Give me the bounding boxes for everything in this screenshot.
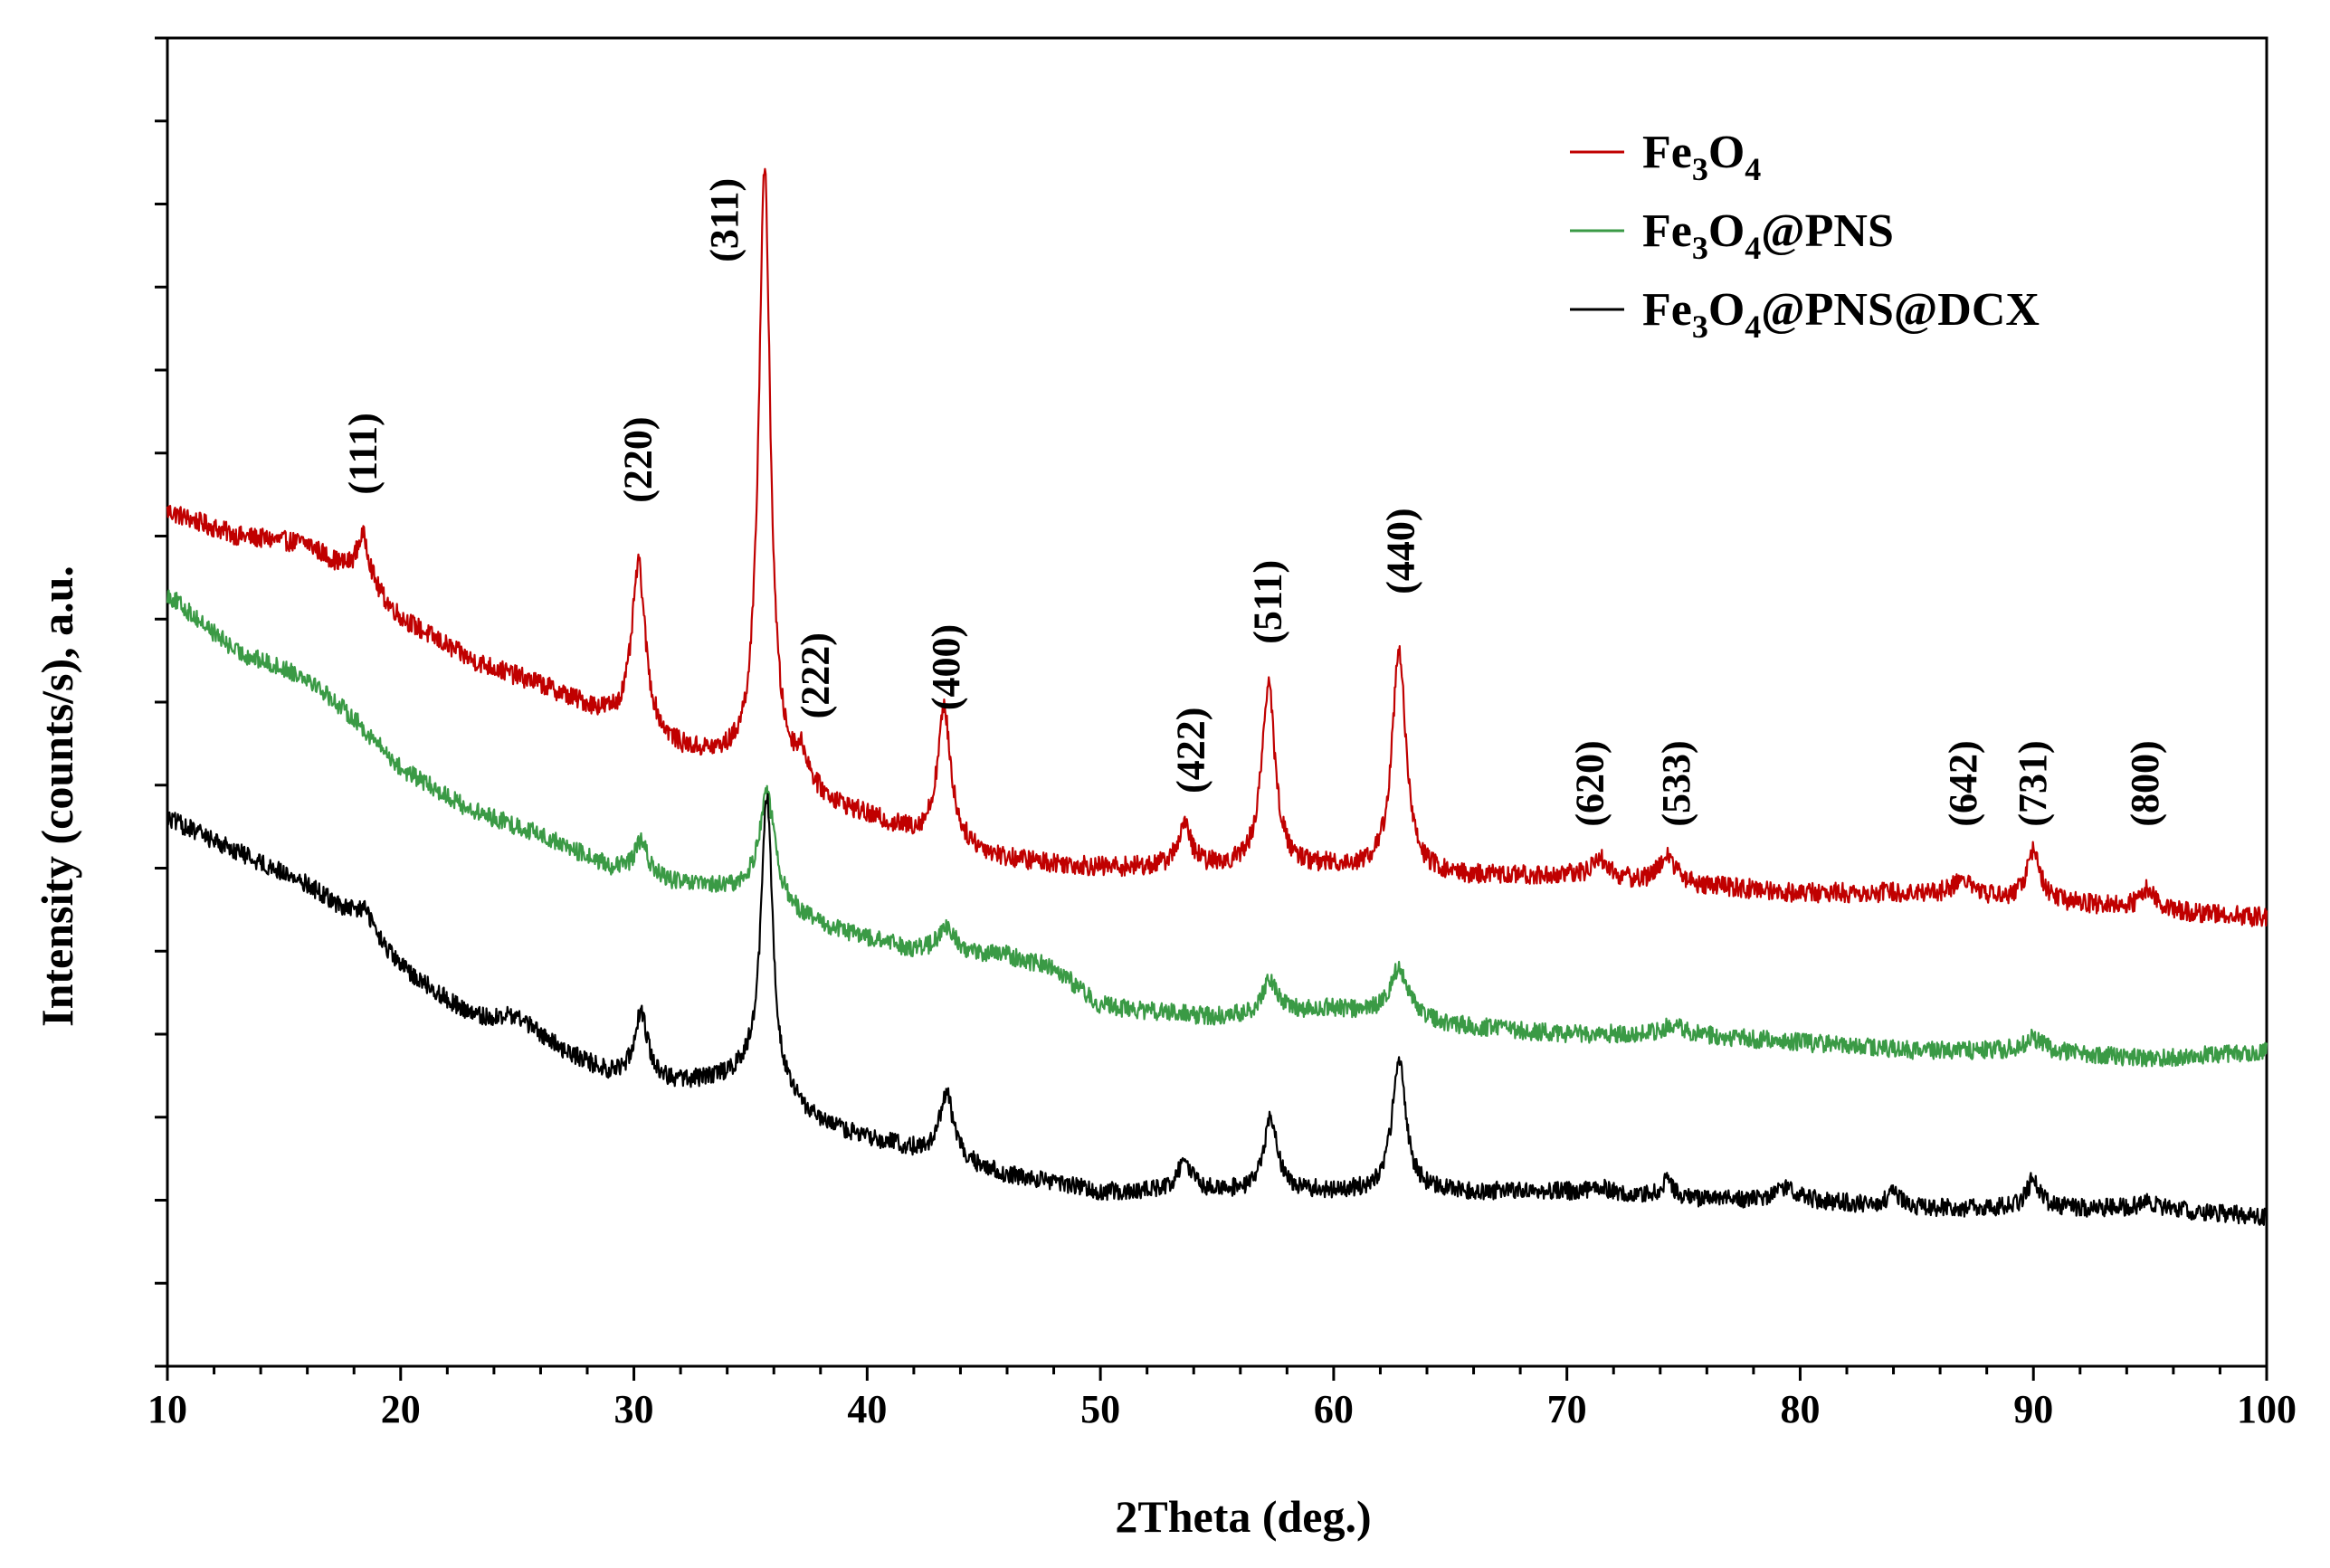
peak-label: (222)	[794, 632, 838, 718]
legend-label: Fe3O4@PNS	[1642, 205, 1894, 266]
y-axis-ticks	[155, 36, 167, 1368]
x-tick-label: 20	[381, 1387, 421, 1431]
peak-label: (440)	[1379, 508, 1423, 594]
peak-label: (800)	[2123, 740, 2167, 826]
plot-border	[166, 36, 2268, 1368]
peak-label: (311)	[702, 178, 747, 262]
y-axis-title: Intensity (counts/s), a.u.	[32, 565, 82, 1027]
peak-label: (511)	[1246, 560, 1290, 644]
legend-label: Fe3O4	[1642, 127, 1761, 187]
x-tick-label: 60	[1314, 1387, 1354, 1431]
x-tick-label: 30	[614, 1387, 654, 1431]
peak-labels: (111) (220) (311) (222) (400) (422) (511) (440)…	[341, 178, 2167, 827]
legend: Fe3O4 Fe3O4@PNS Fe3O4@PNS@DCX	[1570, 127, 2040, 345]
plot-frame	[166, 36, 2268, 1368]
x-axis-title: 2Theta (deg.)	[1115, 1491, 1371, 1542]
x-tick-label: 70	[1547, 1387, 1587, 1431]
peak-label: (111)	[341, 413, 385, 494]
x-axis-ticks: 10 20 30 40 50 60 70 80 90 100	[147, 1366, 2297, 1431]
x-tick-label: 100	[2237, 1387, 2297, 1431]
peak-label: (620)	[1567, 740, 1612, 826]
x-tick-label: 80	[1780, 1387, 1820, 1431]
peak-label: (422)	[1169, 708, 1213, 794]
x-tick-label: 50	[1080, 1387, 1120, 1431]
peak-label: (400)	[924, 624, 968, 710]
series-line-2	[166, 589, 2268, 1068]
series-line-1	[166, 167, 2268, 927]
series-lines	[166, 167, 2268, 1226]
peak-label: (642)	[1941, 740, 1985, 826]
peak-label: (533)	[1654, 740, 1698, 826]
x-tick-label: 10	[147, 1387, 187, 1431]
peak-label: (220)	[616, 416, 661, 502]
x-tick-label: 90	[2013, 1387, 2053, 1431]
series-line-3	[166, 793, 2268, 1226]
x-tick-label: 40	[847, 1387, 887, 1431]
legend-label: Fe3O4@PNS@DCX	[1642, 284, 2040, 345]
peak-label: (731)	[2011, 740, 2055, 826]
